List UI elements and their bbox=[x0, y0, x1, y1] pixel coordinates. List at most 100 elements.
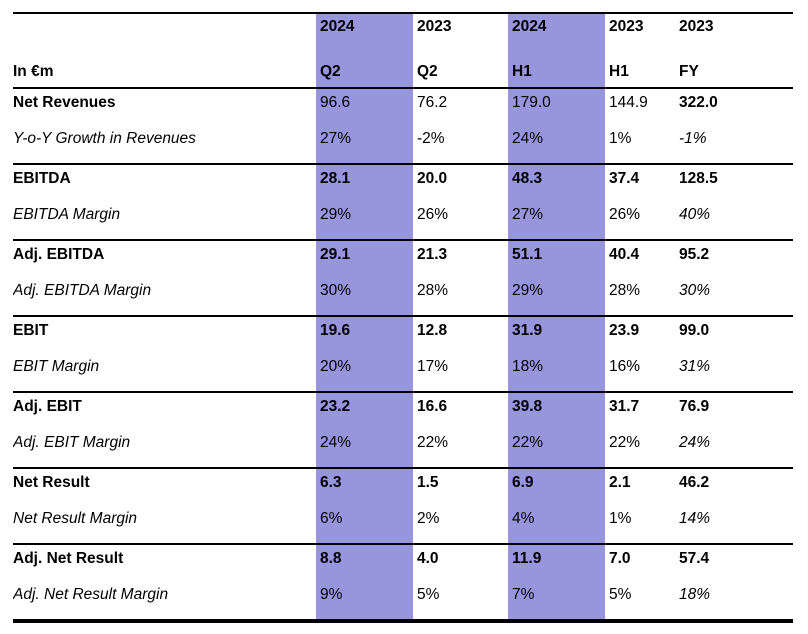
row-label: EBIT Margin bbox=[13, 358, 100, 375]
value-cell: 16.6 bbox=[417, 398, 448, 415]
value-cell: 40.4 bbox=[609, 246, 640, 263]
value-cell: 39.8 bbox=[512, 398, 543, 415]
value-cell: 144.9 bbox=[609, 94, 648, 111]
value-cell: 21.3 bbox=[417, 246, 448, 263]
value-cell: 23.2 bbox=[320, 398, 351, 415]
value-cell: 37.4 bbox=[609, 170, 640, 187]
table-row: Net Result 6.3 1.5 6.9 2.1 46.2 bbox=[13, 467, 793, 505]
value-cell: 6.3 bbox=[320, 474, 342, 491]
value-cell: 7% bbox=[512, 586, 535, 603]
column-header-period: H1 bbox=[609, 63, 629, 80]
value-cell: 28% bbox=[417, 282, 449, 299]
row-label: Net Result bbox=[13, 474, 90, 491]
row-label: Adj. Net Result Margin bbox=[13, 586, 169, 603]
table-row: Adj. EBITDA Margin 30% 28% 29% 28% 30% bbox=[13, 277, 793, 315]
value-cell: 6.9 bbox=[512, 474, 534, 491]
row-label: Adj. EBIT bbox=[13, 398, 82, 415]
value-cell: 19.6 bbox=[320, 322, 351, 339]
row-label: Adj. EBITDA bbox=[13, 246, 105, 263]
value-cell: 40% bbox=[679, 206, 711, 223]
value-cell: 31.7 bbox=[609, 398, 640, 415]
row-label: EBITDA Margin bbox=[13, 206, 121, 223]
value-cell: 4% bbox=[512, 510, 535, 527]
value-cell: 6% bbox=[320, 510, 343, 527]
value-cell: 1% bbox=[609, 510, 632, 527]
value-cell: 30% bbox=[679, 282, 711, 299]
table-row: EBIT Margin 20% 17% 18% 16% 31% bbox=[13, 353, 793, 391]
value-cell: 9% bbox=[320, 586, 343, 603]
value-cell: 128.5 bbox=[679, 170, 718, 187]
value-cell: 18% bbox=[679, 586, 711, 603]
row-label: Y-o-Y Growth in Revenues bbox=[13, 130, 196, 147]
table-row: Adj. EBITDA 29.1 21.3 51.1 40.4 95.2 bbox=[13, 239, 793, 277]
value-cell: 76.2 bbox=[417, 94, 448, 111]
value-cell: 23.9 bbox=[609, 322, 640, 339]
value-cell: 26% bbox=[417, 206, 449, 223]
table-row: EBITDA Margin 29% 26% 27% 26% 40% bbox=[13, 201, 793, 239]
value-cell: 27% bbox=[320, 130, 352, 147]
value-cell: 28.1 bbox=[320, 170, 351, 187]
value-cell: 46.2 bbox=[679, 474, 710, 491]
value-cell: 29% bbox=[512, 282, 544, 299]
value-cell: 1.5 bbox=[417, 474, 439, 491]
column-header-year: 2023 bbox=[417, 18, 452, 35]
value-cell: 4.0 bbox=[417, 550, 439, 567]
value-cell: 99.0 bbox=[679, 322, 710, 339]
value-cell: 5% bbox=[417, 586, 440, 603]
value-cell: 2% bbox=[417, 510, 440, 527]
column-header-2024-q2: 2024 Q2 bbox=[316, 14, 413, 87]
value-cell: 24% bbox=[679, 434, 711, 451]
value-cell: 27% bbox=[512, 206, 544, 223]
row-label: Net Revenues bbox=[13, 94, 116, 111]
table-row: Y-o-Y Growth in Revenues 27% -2% 24% 1% -1% bbox=[13, 125, 793, 163]
value-cell: 5% bbox=[609, 586, 632, 603]
financial-results-table: In €m 2024 Q2 2023 Q2 2024 H1 2023 H1 2023 FY Net… bbox=[13, 12, 793, 623]
unit-label: In €m bbox=[13, 63, 54, 80]
column-header-period: FY bbox=[679, 63, 699, 80]
table-row: Adj. EBIT Margin 24% 22% 22% 22% 24% bbox=[13, 429, 793, 467]
value-cell: -2% bbox=[417, 130, 445, 147]
value-cell: 31.9 bbox=[512, 322, 543, 339]
value-cell: 8.8 bbox=[320, 550, 342, 567]
row-label: EBIT bbox=[13, 322, 49, 339]
table-row: Net Result Margin 6% 2% 4% 1% 14% bbox=[13, 505, 793, 543]
row-label: Adj. EBITDA Margin bbox=[13, 282, 152, 299]
table-row: EBITDA 28.1 20.0 48.3 37.4 128.5 bbox=[13, 163, 793, 201]
value-cell: 18% bbox=[512, 358, 544, 375]
value-cell: 22% bbox=[512, 434, 544, 451]
value-cell: 29% bbox=[320, 206, 352, 223]
column-header-2024-h1: 2024 H1 bbox=[508, 14, 605, 87]
value-cell: 28% bbox=[609, 282, 641, 299]
value-cell: 26% bbox=[609, 206, 641, 223]
column-header-2023-fy: 2023 FY bbox=[675, 14, 793, 87]
value-cell: 2.1 bbox=[609, 474, 631, 491]
value-cell: 11.9 bbox=[512, 550, 542, 567]
value-cell: 12.8 bbox=[417, 322, 448, 339]
table-body: Net Revenues 96.6 76.2 179.0 144.9 322.0 Y-o-Y… bbox=[13, 87, 793, 619]
value-cell: -1% bbox=[679, 130, 707, 147]
table-row: Adj. Net Result Margin 9% 5% 7% 5% 18% bbox=[13, 581, 793, 619]
value-cell: 22% bbox=[417, 434, 449, 451]
column-header-year: 2024 bbox=[320, 18, 355, 35]
column-header-period: Q2 bbox=[417, 63, 438, 80]
value-cell: 30% bbox=[320, 282, 352, 299]
table-row: Adj. EBIT 23.2 16.6 39.8 31.7 76.9 bbox=[13, 391, 793, 429]
value-cell: 95.2 bbox=[679, 246, 710, 263]
value-cell: 16% bbox=[609, 358, 641, 375]
value-cell: 24% bbox=[512, 130, 544, 147]
column-header-year: 2024 bbox=[512, 18, 547, 35]
value-cell: 22% bbox=[609, 434, 641, 451]
value-cell: 14% bbox=[679, 510, 711, 527]
value-cell: 24% bbox=[320, 434, 352, 451]
value-cell: 76.9 bbox=[679, 398, 710, 415]
value-cell: 7.0 bbox=[609, 550, 631, 567]
value-cell: 51.1 bbox=[512, 246, 543, 263]
column-header-year: 2023 bbox=[609, 18, 644, 35]
value-cell: 322.0 bbox=[679, 94, 718, 111]
value-cell: 96.6 bbox=[320, 94, 351, 111]
value-cell: 29.1 bbox=[320, 246, 351, 263]
column-header-year: 2023 bbox=[679, 18, 714, 35]
column-header-2023-q2: 2023 Q2 bbox=[413, 14, 508, 87]
value-cell: 1% bbox=[609, 130, 632, 147]
